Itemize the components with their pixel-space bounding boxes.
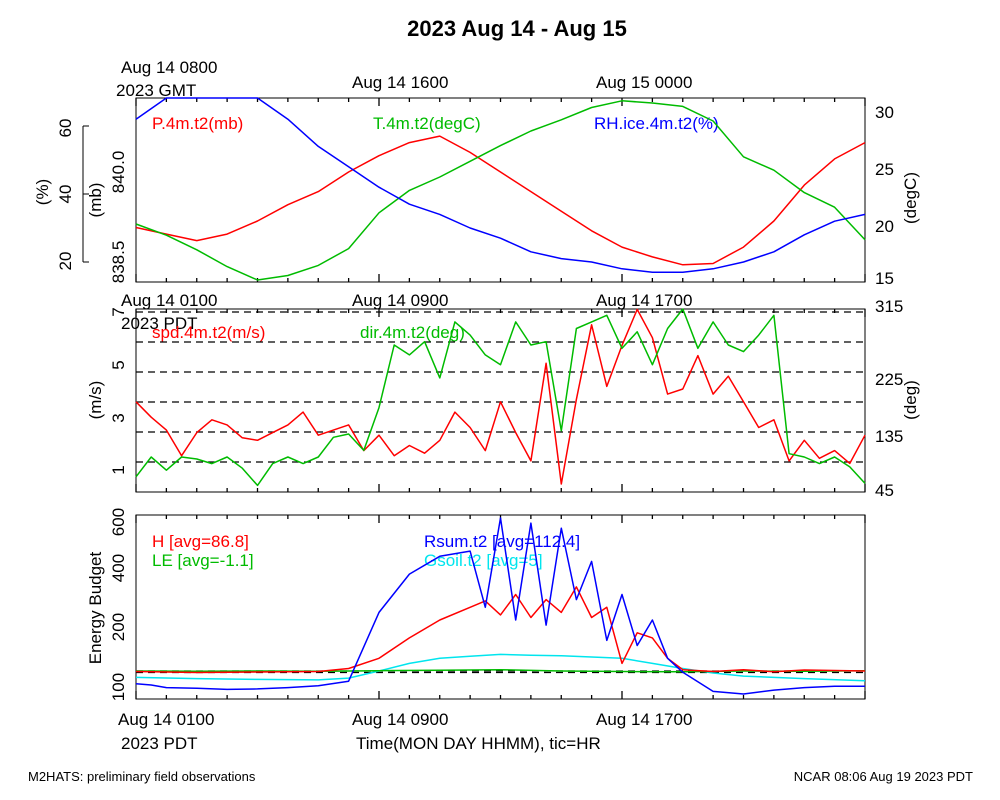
- wind-left-tick-7: 7: [109, 307, 128, 316]
- legend-soil-heat: Gsoil.t2 [avg=5]: [424, 551, 543, 570]
- wind-right-label: (deg): [901, 380, 920, 420]
- energy-left-label: Energy Budget: [86, 551, 105, 664]
- left-axis-pct-label: (%): [33, 179, 52, 205]
- mid-tick-label-1: Aug 14 0900: [352, 291, 448, 310]
- wind-right-tick-45: 45: [875, 481, 894, 500]
- wind-left-label: (m/s): [86, 381, 105, 420]
- top-tick-label-0b: 2023 GMT: [116, 81, 196, 100]
- right-axis-degc-tick-20: 20: [875, 217, 894, 236]
- energy-left-tick-600: 600: [109, 508, 128, 536]
- footer-right: NCAR 08:06 Aug 19 2023 PDT: [794, 769, 973, 784]
- chart-title: 2023 Aug 14 - Aug 15: [407, 16, 627, 41]
- x-axis-title: Time(MON DAY HHMM), tic=HR: [356, 734, 601, 753]
- left-axis-mb-tick-840: 840.0: [109, 151, 128, 194]
- energy-left-tick-200: 200: [109, 613, 128, 641]
- sensible-heat-line: [135, 586, 866, 674]
- legend-humidity: RH.ice.4m.t2(%): [594, 114, 719, 133]
- wind-right-tick-135: 135: [875, 427, 903, 446]
- legend-net-radiation: Rsum.t2 [avg=112.4]: [424, 532, 580, 551]
- footer-left: M2HATS: preliminary field observations: [28, 769, 256, 784]
- right-axis-degc-tick-15: 15: [875, 269, 894, 288]
- pressure-line: [135, 135, 866, 266]
- bottom-tick-label-0b: 2023 PDT: [121, 734, 198, 753]
- bottom-tick-label-2: Aug 14 1700: [596, 710, 692, 729]
- latent-heat-line: [135, 668, 866, 673]
- left-axis-pct-tick-60: 60: [56, 119, 75, 138]
- legend-wind-speed: spd.4m.t2(m/s): [152, 323, 265, 342]
- wind-right-tick-225: 225: [875, 370, 903, 389]
- top-tick-label-2: Aug 15 0000: [596, 73, 692, 92]
- bottom-tick-label-1: Aug 14 0900: [352, 710, 448, 729]
- legend-latent-heat: LE [avg=-1.1]: [152, 551, 254, 570]
- left-axis-pct-tick-40: 40: [56, 185, 75, 204]
- legend-wind-direction: dir.4m.t2(deg): [360, 323, 465, 342]
- wind-left-tick-5: 5: [109, 360, 128, 369]
- net-radiation-line: [135, 517, 865, 695]
- chart-marks: [135, 97, 866, 699]
- left-axis-mb-tick-838: 838.5: [109, 241, 128, 284]
- legend-temperature: T.4m.t2(degC): [373, 114, 481, 133]
- wind-direction-line: [135, 308, 866, 487]
- temperature-line: [135, 100, 866, 281]
- energy-left-tick-400: 400: [109, 554, 128, 582]
- right-axis-degc-tick-25: 25: [875, 160, 894, 179]
- legend-sensible-heat: H [avg=86.8]: [152, 532, 249, 551]
- left-axis-pct-line: [82, 125, 89, 263]
- legend-pressure: P.4m.t2(mb): [152, 114, 243, 133]
- energy-left-tick-100: 100: [109, 673, 128, 701]
- right-axis-degc-label: (degC): [901, 172, 920, 224]
- humidity-line: [135, 97, 866, 273]
- mid-tick-label-0: Aug 14 0100: [121, 291, 217, 310]
- soil-heat-line: [135, 653, 866, 682]
- right-axis-degc-tick-30: 30: [875, 103, 894, 122]
- mid-tick-label-0b: 2023 PDT: [121, 314, 198, 333]
- mid-tick-label-2: Aug 14 1700: [596, 291, 692, 310]
- wind-right-tick-315: 315: [875, 297, 903, 316]
- wind-left-tick-1: 1: [109, 465, 128, 474]
- top-tick-label-1: Aug 14 1600: [352, 73, 448, 92]
- left-axis-pct-tick-20: 20: [56, 252, 75, 271]
- wind-speed-line: [135, 308, 866, 485]
- top-tick-label-0: Aug 14 0800: [121, 58, 217, 77]
- bottom-tick-label-0: Aug 14 0100: [118, 710, 214, 729]
- left-axis-mb-label: (mb): [86, 183, 105, 218]
- state-panel-frame: [135, 97, 866, 283]
- wind-left-tick-3: 3: [109, 413, 128, 422]
